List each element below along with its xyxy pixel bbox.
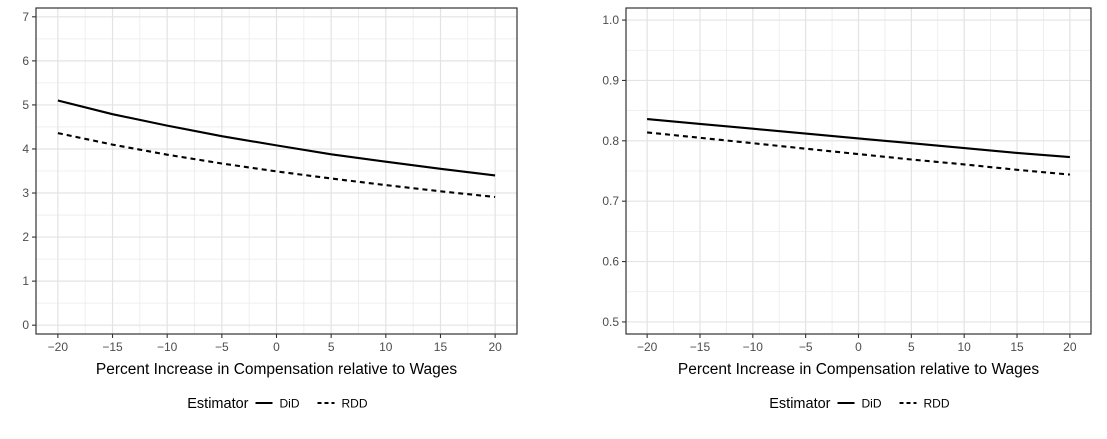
legend-label-did: DiD: [862, 397, 882, 411]
x-tick-label: 20: [1063, 340, 1077, 354]
x-tick-label: 10: [379, 340, 393, 354]
series-line-rdd: [57, 132, 496, 199]
x-tick-label: −10: [157, 340, 178, 354]
x-tick-label: 5: [908, 340, 915, 354]
legend-label-rdd: RDD: [342, 397, 368, 411]
right-chart-panel: −20 −15 −10 −5 0 5 10 15 20 0.5 0.6 0.7 0.8 0.9 1.0 Per…: [554, 0, 1107, 439]
legend-title: Estimator: [187, 396, 248, 412]
right-line-chart: −20 −15 −10 −5 0 5 10 15 20 0.5 0.6 0.7 0.8 0.9 1.0 Per…: [602, 7, 1092, 412]
x-tick-label: −15: [690, 340, 711, 354]
y-tick-label: 3: [22, 186, 29, 200]
legend-label-did: DiD: [280, 397, 300, 411]
x-tick-label: −20: [637, 340, 658, 354]
x-tick-label: 0: [273, 340, 280, 354]
grid: [626, 8, 1091, 334]
y-tick-label: 4: [22, 142, 29, 156]
x-tick-label: −20: [48, 340, 69, 354]
legend-label-rdd: RDD: [924, 397, 950, 411]
y-tick-label: 6: [22, 54, 29, 68]
y-tick-label: 0.5: [602, 315, 619, 329]
x-axis-title: Percent Increase in Compensation relativ…: [678, 361, 1040, 378]
y-tick-label: 5: [22, 98, 29, 112]
series-line-did: [647, 118, 1070, 159]
y-tick-label: 0: [22, 318, 29, 332]
legend-title: Estimator: [769, 396, 830, 412]
y-tick-label: 1.0: [602, 13, 619, 27]
x-tick-label: 10: [958, 340, 972, 354]
y-tick-label: 0.7: [602, 194, 619, 208]
grid: [36, 8, 517, 334]
legend: Estimator DiD RDD: [769, 396, 950, 412]
series-line-did: [57, 99, 496, 177]
x-tick-label: 15: [434, 340, 448, 354]
legend: Estimator DiD RDD: [187, 396, 368, 412]
x-tick-label: −15: [102, 340, 123, 354]
x-tick-label: 15: [1010, 340, 1024, 354]
x-tick-label: 0: [855, 340, 862, 354]
x-tick-label: 5: [328, 340, 335, 354]
x-tick-label: −5: [799, 340, 813, 354]
y-tick-label: 0.6: [602, 255, 619, 269]
y-tick-label: 1: [22, 274, 29, 288]
x-tick-label: −10: [743, 340, 764, 354]
left-chart-panel: −20 −15 −10 −5 0 5 10 15 20 0 1 2 3 4 5 6 7 Percent Incre…: [0, 0, 553, 439]
y-tick-label: 0.9: [602, 73, 619, 87]
x-tick-label: −5: [215, 340, 229, 354]
y-tick-label: 7: [22, 10, 29, 24]
series-line-rdd: [646, 131, 1070, 176]
x-axis-title: Percent Increase in Compensation relativ…: [96, 361, 458, 378]
y-tick-label: 2: [22, 230, 29, 244]
y-tick-label: 0.8: [602, 134, 619, 148]
left-line-chart: −20 −15 −10 −5 0 5 10 15 20 0 1 2 3 4 5 6 7 Percent Incre…: [22, 7, 518, 412]
x-tick-label: 20: [488, 340, 502, 354]
